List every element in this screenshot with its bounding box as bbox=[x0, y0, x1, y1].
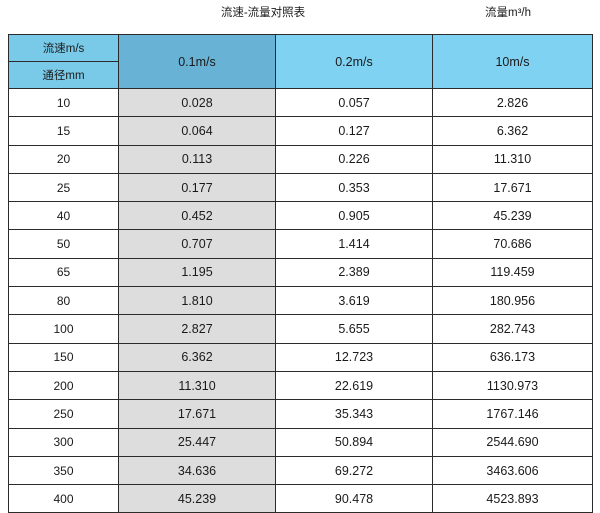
table-row: 300 25.447 50.894 2544.690 bbox=[8, 427, 593, 457]
cell-velocity-0-2: 0.905 bbox=[275, 201, 433, 231]
cell-velocity-0-1: 0.028 bbox=[118, 87, 276, 118]
table-row: 350 34.636 69.272 3463.606 bbox=[8, 455, 593, 486]
cell-velocity-0-2: 35.343 bbox=[275, 399, 433, 429]
cell-velocity-0-1: 0.113 bbox=[118, 144, 276, 174]
cell-velocity-0-2: 90.478 bbox=[275, 484, 433, 513]
cell-diameter: 100 bbox=[8, 314, 119, 344]
cell-velocity-0-2: 0.057 bbox=[275, 87, 433, 118]
cell-diameter: 150 bbox=[8, 342, 119, 372]
cell-velocity-0-2: 0.127 bbox=[275, 116, 433, 146]
cell-velocity-0-2: 1.414 bbox=[275, 229, 433, 259]
cell-velocity-0-2: 2.389 bbox=[275, 257, 433, 288]
cell-velocity-0-1: 25.447 bbox=[118, 427, 276, 457]
cell-velocity-0-2: 0.226 bbox=[275, 144, 433, 174]
table-row: 250 17.671 35.343 1767.146 bbox=[8, 399, 593, 429]
cell-velocity-10: 3463.606 bbox=[432, 455, 593, 486]
cell-velocity-0-1: 0.707 bbox=[118, 229, 276, 259]
column-header-0[interactable]: 0.1m/s bbox=[118, 34, 276, 89]
cell-velocity-0-1: 45.239 bbox=[118, 484, 276, 513]
cell-diameter: 20 bbox=[8, 144, 119, 174]
cell-diameter: 50 bbox=[8, 229, 119, 259]
cell-velocity-10: 1767.146 bbox=[432, 399, 593, 429]
cell-velocity-0-1: 1.810 bbox=[118, 286, 276, 316]
cell-velocity-10: 180.956 bbox=[432, 286, 593, 316]
cell-velocity-0-1: 11.310 bbox=[118, 370, 276, 401]
cell-diameter: 65 bbox=[8, 257, 119, 288]
cell-velocity-0-2: 50.894 bbox=[275, 427, 433, 457]
cell-velocity-0-1: 34.636 bbox=[118, 455, 276, 486]
column-header-2[interactable]: 10m/s bbox=[432, 34, 593, 89]
cell-diameter: 25 bbox=[8, 172, 119, 203]
cell-velocity-10: 11.310 bbox=[432, 144, 593, 174]
header-row-top: 流速m/s 0.1m/s 0.2m/s 10m/s bbox=[8, 34, 593, 89]
cell-velocity-10: 119.459 bbox=[432, 257, 593, 288]
cell-velocity-10: 1130.973 bbox=[432, 370, 593, 401]
cell-diameter: 40 bbox=[8, 201, 119, 231]
table-row: 20 0.113 0.226 11.310 bbox=[8, 144, 593, 174]
cell-velocity-10: 6.362 bbox=[432, 116, 593, 146]
table-row: 40 0.452 0.905 45.239 bbox=[8, 201, 593, 231]
cell-diameter: 400 bbox=[8, 484, 119, 513]
table-row: 50 0.707 1.414 70.686 bbox=[8, 229, 593, 259]
cell-velocity-0-2: 12.723 bbox=[275, 342, 433, 372]
cell-velocity-10: 282.743 bbox=[432, 314, 593, 344]
cell-velocity-10: 2544.690 bbox=[432, 427, 593, 457]
flow-unit-title: 流量m³/h bbox=[485, 7, 531, 19]
cell-velocity-10: 4523.893 bbox=[432, 484, 593, 513]
cell-velocity-10: 70.686 bbox=[432, 229, 593, 259]
table-row: 150 6.362 12.723 636.173 bbox=[8, 342, 593, 372]
cell-velocity-0-2: 22.619 bbox=[275, 370, 433, 401]
cell-diameter: 350 bbox=[8, 455, 119, 486]
table-header: 流速m/s 0.1m/s 0.2m/s 10m/s 通径mm bbox=[8, 34, 593, 89]
cell-velocity-0-1: 2.827 bbox=[118, 314, 276, 344]
corner-header-diameter: 通径mm bbox=[8, 61, 119, 89]
cell-velocity-0-2: 5.655 bbox=[275, 314, 433, 344]
corner-header-velocity: 流速m/s bbox=[8, 34, 119, 62]
cell-velocity-10: 2.826 bbox=[432, 87, 593, 118]
column-header-1[interactable]: 0.2m/s bbox=[275, 34, 433, 89]
cell-velocity-10: 636.173 bbox=[432, 342, 593, 372]
header-row-bottom: 通径mm bbox=[8, 61, 593, 89]
cell-diameter: 10 bbox=[8, 87, 119, 118]
cell-velocity-0-1: 0.177 bbox=[118, 172, 276, 203]
cell-velocity-0-1: 1.195 bbox=[118, 257, 276, 288]
caption-row: 流速-流量对照表 流量m³/h bbox=[0, 0, 600, 32]
table-row: 100 2.827 5.655 282.743 bbox=[8, 314, 593, 344]
cell-velocity-0-1: 17.671 bbox=[118, 399, 276, 429]
cell-diameter: 80 bbox=[8, 286, 119, 316]
table-row: 80 1.810 3.619 180.956 bbox=[8, 286, 593, 316]
table-row: 65 1.195 2.389 119.459 bbox=[8, 257, 593, 288]
table-row: 10 0.028 0.057 2.826 bbox=[8, 87, 593, 118]
cell-diameter: 200 bbox=[8, 370, 119, 401]
cell-velocity-0-2: 0.353 bbox=[275, 172, 433, 203]
cell-diameter: 15 bbox=[8, 116, 119, 146]
cell-diameter: 250 bbox=[8, 399, 119, 429]
cell-diameter: 300 bbox=[8, 427, 119, 457]
page-title: 流速-流量对照表 bbox=[220, 7, 306, 19]
cell-velocity-0-2: 69.272 bbox=[275, 455, 433, 486]
table-row: 200 11.310 22.619 1130.973 bbox=[8, 370, 593, 401]
table-container: 流速m/s 0.1m/s 0.2m/s 10m/s 通径mm 10 0.028 0.… bbox=[8, 34, 593, 513]
table-row: 15 0.064 0.127 6.362 bbox=[8, 116, 593, 146]
cell-velocity-0-1: 6.362 bbox=[118, 342, 276, 372]
cell-velocity-10: 45.239 bbox=[432, 201, 593, 231]
table-row: 400 45.239 90.478 4523.893 bbox=[8, 484, 593, 513]
flow-velocity-table: 流速m/s 0.1m/s 0.2m/s 10m/s 通径mm 10 0.028 0.… bbox=[8, 34, 593, 513]
table-body: 10 0.028 0.057 2.826 15 0.064 0.127 6.362 20 0.11… bbox=[8, 87, 593, 513]
cell-velocity-0-2: 3.619 bbox=[275, 286, 433, 316]
cell-velocity-10: 17.671 bbox=[432, 172, 593, 203]
cell-velocity-0-1: 0.452 bbox=[118, 201, 276, 231]
cell-velocity-0-1: 0.064 bbox=[118, 116, 276, 146]
table-row: 25 0.177 0.353 17.671 bbox=[8, 172, 593, 203]
